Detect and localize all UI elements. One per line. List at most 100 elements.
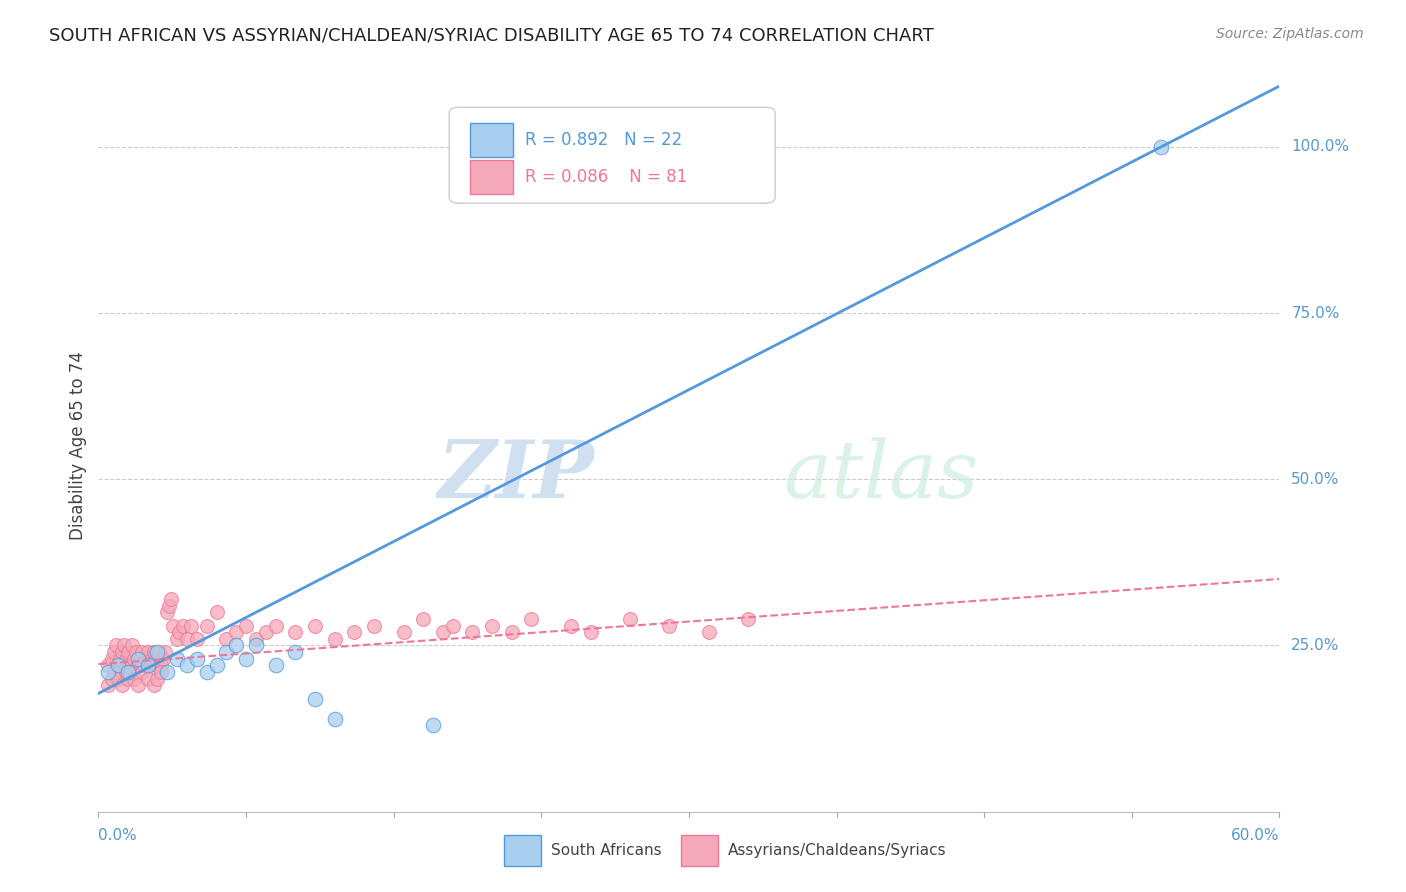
Point: [122, 652, 145, 666]
Point: [157, 599, 180, 613]
Point: [560, 618, 582, 632]
Point: [501, 625, 523, 640]
Point: [111, 645, 134, 659]
Point: [141, 652, 163, 666]
Point: [658, 618, 681, 632]
Point: [186, 632, 208, 646]
Point: [304, 691, 326, 706]
Point: [343, 625, 366, 640]
Point: [195, 665, 218, 679]
Point: [112, 639, 135, 653]
Point: [136, 658, 159, 673]
Point: [166, 632, 188, 646]
Y-axis label: Disability Age 65 to 74: Disability Age 65 to 74: [69, 351, 87, 541]
Point: [125, 645, 148, 659]
Text: 75.0%: 75.0%: [1291, 306, 1340, 320]
Point: [176, 632, 198, 646]
Point: [142, 678, 165, 692]
Point: [412, 612, 434, 626]
Point: [619, 612, 641, 626]
Text: 60.0%: 60.0%: [1232, 829, 1279, 843]
Point: [254, 625, 277, 640]
Point: [146, 672, 169, 686]
Point: [146, 652, 169, 666]
Point: [1150, 140, 1173, 154]
Point: [172, 618, 194, 632]
Point: [245, 639, 267, 653]
Text: R = 0.086    N = 81: R = 0.086 N = 81: [524, 168, 688, 186]
Point: [215, 632, 238, 646]
Point: [186, 652, 208, 666]
Point: [155, 645, 177, 659]
Point: [148, 645, 170, 659]
Point: [111, 678, 134, 692]
Point: [142, 645, 165, 659]
Point: [422, 718, 444, 732]
Point: [205, 658, 228, 673]
Point: [150, 665, 173, 679]
Text: 100.0%: 100.0%: [1291, 139, 1350, 154]
Point: [264, 618, 287, 632]
Point: [176, 658, 198, 673]
Point: [245, 632, 267, 646]
Point: [107, 658, 129, 673]
Point: [264, 658, 287, 673]
Point: [323, 712, 346, 726]
Point: [128, 652, 150, 666]
Point: [284, 645, 307, 659]
Point: [108, 652, 131, 666]
Point: [131, 645, 153, 659]
Point: [138, 658, 160, 673]
Point: [127, 678, 149, 692]
Point: [235, 618, 257, 632]
Point: [127, 658, 149, 673]
Point: [392, 625, 415, 640]
Point: [481, 618, 503, 632]
Point: [195, 618, 218, 632]
Point: [107, 658, 129, 673]
Point: [117, 665, 139, 679]
Point: [105, 639, 128, 653]
Point: [432, 625, 454, 640]
Point: [160, 591, 183, 606]
Point: [132, 658, 155, 673]
Point: [441, 618, 464, 632]
Text: SOUTH AFRICAN VS ASSYRIAN/CHALDEAN/SYRIAC DISABILITY AGE 65 TO 74 CORRELATION CH: SOUTH AFRICAN VS ASSYRIAN/CHALDEAN/SYRIA…: [49, 27, 934, 45]
Point: [97, 665, 120, 679]
Point: [156, 665, 179, 679]
Point: [461, 625, 484, 640]
Point: [697, 625, 720, 640]
Text: ZIP: ZIP: [437, 436, 595, 514]
Text: atlas: atlas: [783, 436, 979, 514]
Point: [205, 605, 228, 619]
Point: [323, 632, 346, 646]
FancyBboxPatch shape: [449, 107, 775, 203]
Point: [737, 612, 759, 626]
Point: [115, 652, 138, 666]
Point: [101, 652, 124, 666]
Point: [97, 678, 120, 692]
FancyBboxPatch shape: [471, 160, 513, 194]
Point: [167, 625, 190, 640]
Text: South Africans: South Africans: [551, 843, 661, 858]
Point: [122, 672, 145, 686]
Point: [103, 645, 125, 659]
Point: [284, 625, 307, 640]
Point: [97, 658, 120, 673]
Point: [117, 645, 139, 659]
Text: 50.0%: 50.0%: [1291, 472, 1340, 487]
Point: [180, 618, 202, 632]
FancyBboxPatch shape: [681, 835, 718, 866]
Point: [136, 672, 159, 686]
Point: [103, 665, 125, 679]
Text: R = 0.892   N = 22: R = 0.892 N = 22: [524, 131, 682, 149]
Text: 25.0%: 25.0%: [1291, 638, 1340, 653]
Text: 0.0%: 0.0%: [98, 829, 138, 843]
Point: [166, 652, 188, 666]
Point: [235, 652, 257, 666]
Point: [145, 658, 167, 673]
FancyBboxPatch shape: [471, 123, 513, 157]
Point: [117, 672, 139, 686]
Point: [162, 618, 184, 632]
Point: [121, 639, 143, 653]
